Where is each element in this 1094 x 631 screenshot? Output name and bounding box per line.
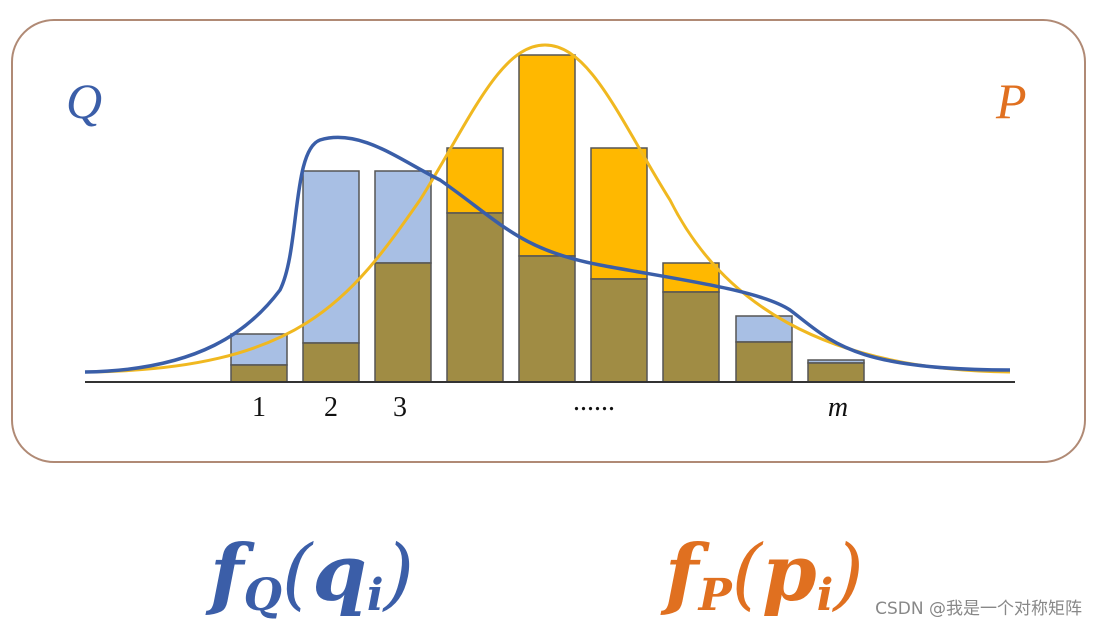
- q-curve: [84, 135, 1011, 374]
- left-formula: fQ(qi): [205, 528, 414, 621]
- bin-label: 2: [324, 392, 338, 423]
- p-curve: [84, 43, 1011, 374]
- q-label: Q: [66, 73, 102, 129]
- bars: [230, 54, 865, 383]
- bin-label: 1: [252, 392, 266, 423]
- bin-label: m: [828, 392, 848, 423]
- bin-label: ......: [573, 386, 615, 417]
- p-label: P: [995, 73, 1027, 129]
- watermark: CSDN @我是一个对称矩阵: [875, 599, 1082, 619]
- right-formula: fP(pi): [660, 528, 864, 621]
- bin-label: 3: [393, 392, 407, 423]
